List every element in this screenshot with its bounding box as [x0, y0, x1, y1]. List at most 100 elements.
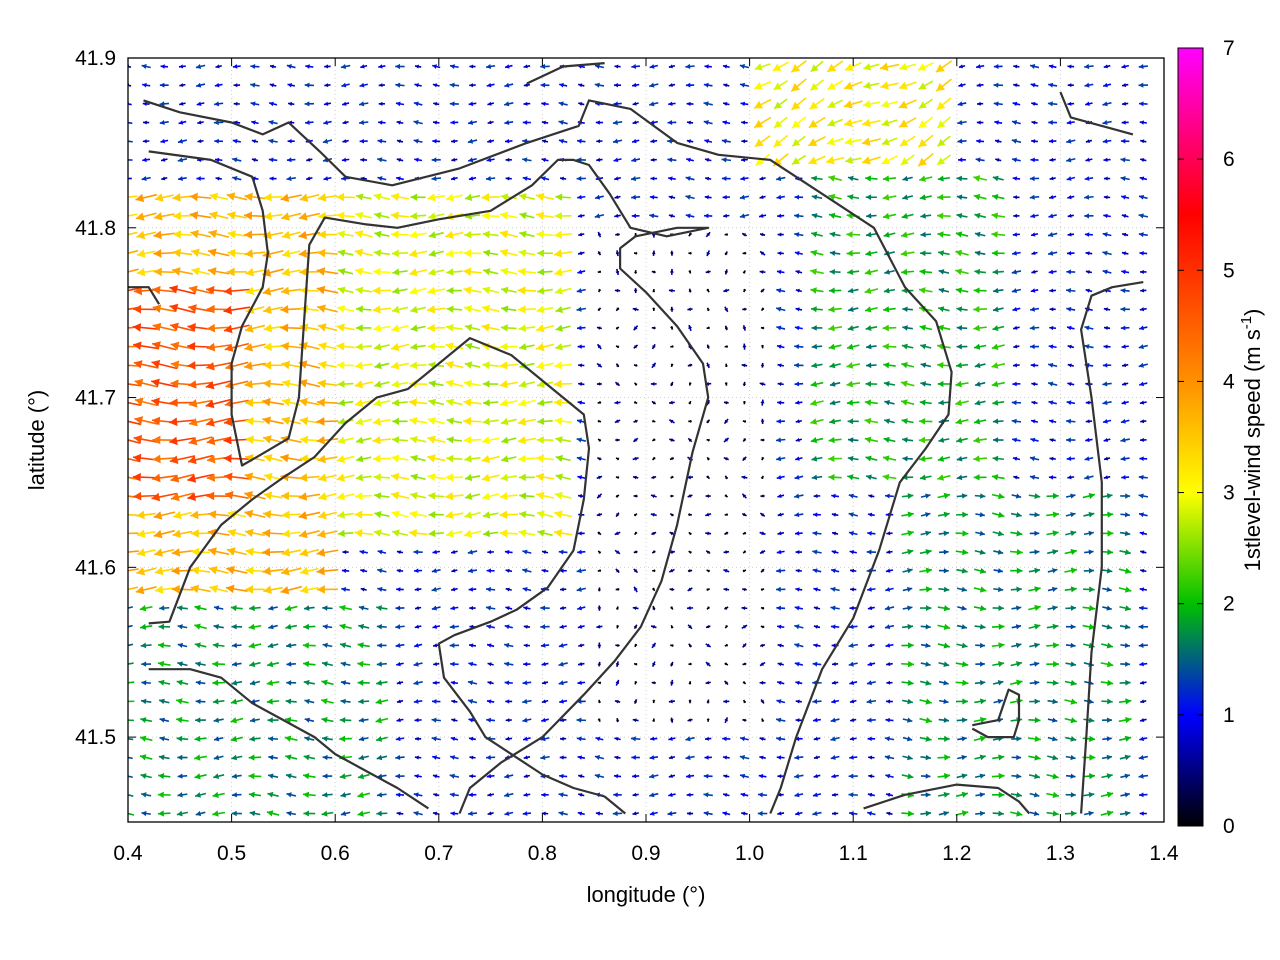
wind-vector-head: [354, 529, 363, 538]
wind-vector-head: [213, 717, 220, 723]
wind-vector-head: [267, 642, 274, 649]
wind-vector-head: [867, 605, 873, 611]
wind-vector-head: [979, 773, 986, 779]
wind-vector-head: [154, 566, 164, 576]
wind-vector-head: [907, 568, 913, 574]
wind-vector-head: [171, 548, 181, 557]
wind-vector-head: [523, 736, 528, 741]
wind-vector-head: [831, 568, 836, 574]
wind-vector-head: [925, 717, 932, 724]
wind-vector-head: [979, 680, 986, 686]
wind-vector-head: [176, 679, 183, 686]
wind-vector-head: [578, 793, 583, 797]
wind-vector-head: [299, 529, 308, 539]
wind-vector-head: [724, 307, 728, 312]
wind-vector-head: [487, 643, 492, 648]
wind-vector-head: [1103, 307, 1108, 312]
wind-vector-head: [847, 325, 854, 331]
wind-vector-head: [743, 550, 747, 554]
wind-vector-head: [1048, 362, 1054, 368]
colorbar-title: 1stlevel-wind speed (m s-1): [1238, 309, 1265, 572]
wind-vector-head: [262, 510, 272, 519]
wind-vector-head: [1140, 419, 1145, 424]
wind-vector-head: [652, 456, 656, 460]
wind-vector-head: [374, 361, 382, 370]
wind-vector-head: [1029, 456, 1036, 462]
wind-vector-head: [467, 549, 474, 555]
wind-vector-head: [795, 288, 800, 293]
wind-vector-head: [391, 454, 400, 463]
wind-vector-head: [612, 810, 618, 817]
wind-vector-head: [187, 323, 196, 332]
wind-vector-head: [633, 550, 638, 554]
wind-vector-head: [318, 342, 327, 351]
wind-vector-head: [139, 605, 147, 612]
wind-vector-head: [231, 661, 238, 667]
wind-vector-head: [885, 493, 890, 499]
wind-vector-head: [209, 584, 219, 594]
wind-vector-head: [134, 416, 144, 425]
wind-vector-head: [776, 306, 782, 312]
wind-vector-head: [1139, 811, 1144, 816]
wind-vector-head: [864, 268, 872, 276]
wind-vector-head: [245, 416, 254, 426]
wind-vector-head: [245, 528, 254, 538]
wind-vector-head: [794, 474, 800, 480]
wind-vector-head: [724, 662, 728, 666]
wind-vector-head: [268, 736, 274, 742]
wind-vector-head: [631, 755, 636, 760]
wind-vector-head: [884, 605, 891, 611]
wind-vector-head: [810, 268, 817, 276]
wind-vector-head: [615, 382, 620, 386]
wind-vector-head: [974, 362, 981, 369]
wind-vector-head: [176, 810, 183, 817]
wind-vector-head: [1016, 548, 1023, 556]
wind-vector-head: [724, 438, 729, 442]
wind-vector-head: [944, 754, 951, 761]
wind-vector-head: [231, 642, 237, 649]
wind-vector-head: [303, 754, 310, 761]
wind-vector-head: [122, 680, 128, 686]
wind-vector-head: [360, 587, 365, 592]
wind-vector-head: [687, 587, 692, 591]
wind-vector-head: [651, 362, 656, 367]
wind-vector-head: [907, 511, 914, 518]
wind-vector-head: [919, 474, 926, 481]
wind-vector-head: [536, 436, 544, 444]
wind-vector-head: [1124, 512, 1130, 518]
wind-vector-head: [316, 398, 325, 407]
wind-vector-head: [1052, 773, 1059, 780]
wind-vector-head: [116, 472, 125, 480]
wind-vector-head: [907, 493, 914, 499]
wind-vector-head: [303, 623, 310, 630]
wind-vector-head: [938, 437, 945, 443]
wind-vector-head: [1034, 623, 1041, 630]
wind-vector-head: [1089, 586, 1095, 593]
wind-vector-head: [136, 548, 146, 557]
wind-vector-head: [943, 530, 950, 537]
wind-vector-head: [463, 529, 473, 538]
wind-vector-head: [577, 755, 583, 760]
wind-vector-head: [1106, 754, 1113, 761]
wind-vector-head: [540, 754, 546, 761]
wind-vector-head: [866, 549, 872, 555]
wind-vector-head: [864, 417, 872, 425]
wind-vector-head: [1029, 325, 1035, 331]
wind-vector-head: [705, 624, 710, 629]
wind-vector-head: [463, 417, 472, 426]
wind-vector-head: [1016, 773, 1022, 779]
wind-vector-head: [153, 529, 163, 539]
wind-vector-head: [373, 473, 381, 482]
wind-vector-head: [979, 754, 986, 761]
wind-vector-head: [707, 457, 710, 461]
wind-vector-head: [902, 455, 908, 462]
wind-vector-head: [446, 268, 454, 276]
wind-vector-head: [998, 586, 1004, 593]
wind-vector-head: [633, 400, 638, 404]
wind-vector-head: [652, 569, 655, 573]
wind-vector-head: [1107, 717, 1113, 723]
wind-vector-head: [742, 270, 746, 274]
wind-vector-head: [1088, 698, 1094, 705]
wind-vector-head: [377, 642, 382, 649]
wind-vector-head: [777, 643, 782, 648]
